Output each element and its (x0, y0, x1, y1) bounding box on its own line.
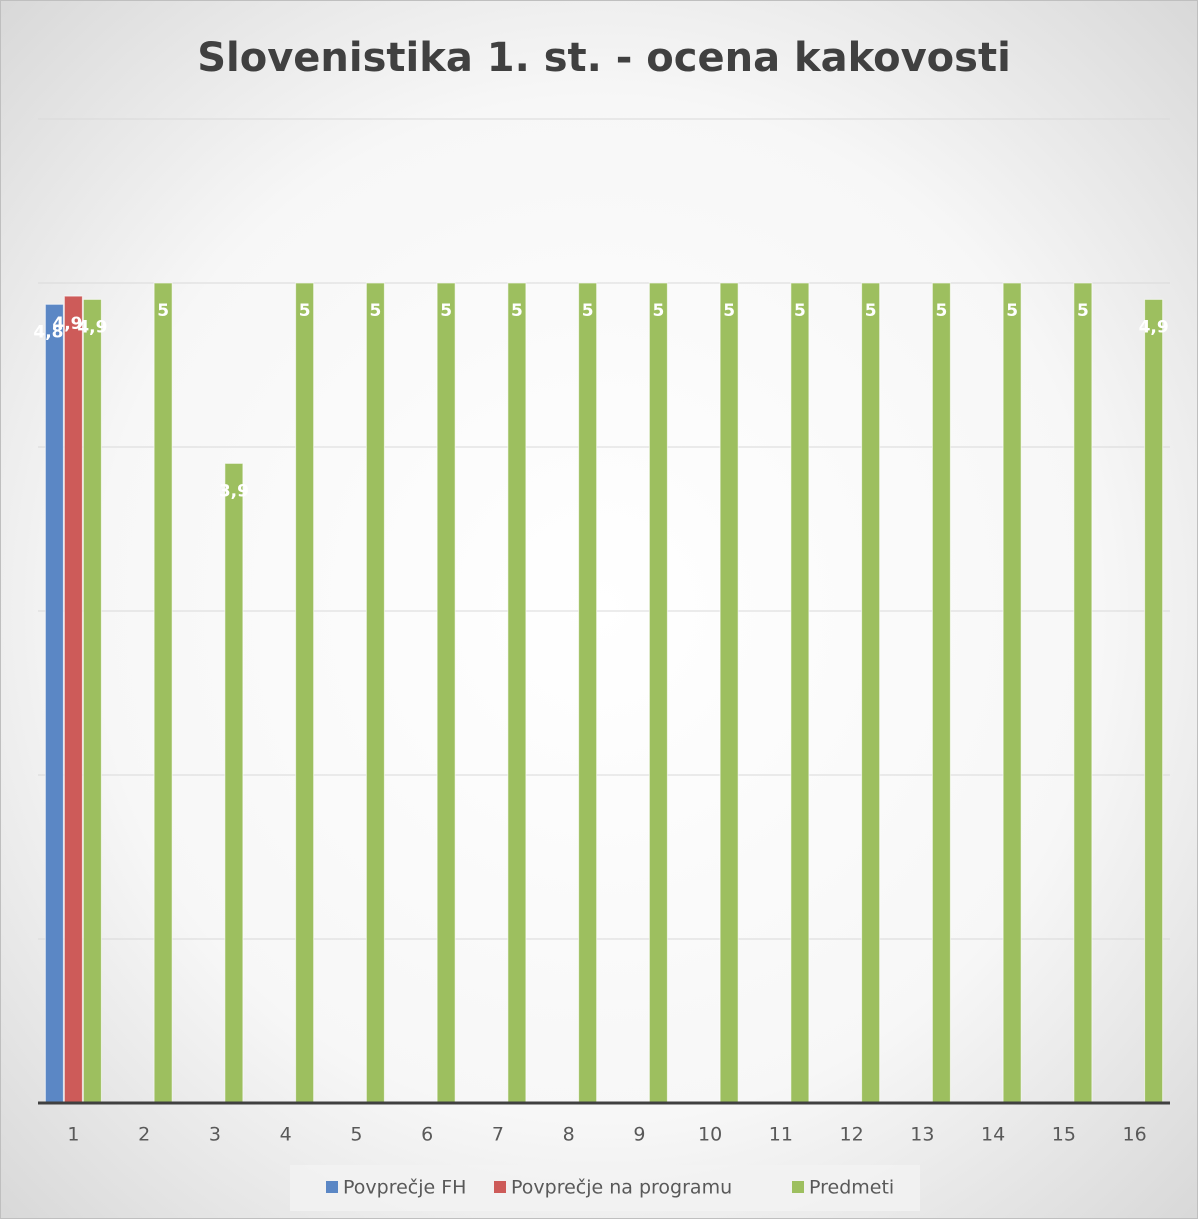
legend-swatch (326, 1181, 338, 1193)
data-label: 5 (935, 301, 947, 321)
x-tick-label: 7 (492, 1124, 504, 1146)
data-label: 3,9 (219, 481, 249, 501)
x-tick-label: 4 (280, 1124, 292, 1146)
data-label: 5 (511, 301, 523, 321)
x-tick-label: 15 (1052, 1124, 1076, 1146)
x-tick-label: 9 (633, 1124, 645, 1146)
bar (790, 282, 810, 1104)
bar (224, 462, 244, 1104)
bar (44, 303, 64, 1104)
x-tick-label: 11 (769, 1124, 793, 1146)
x-tick-label: 12 (840, 1124, 864, 1146)
x-tick-label: 8 (563, 1124, 575, 1146)
bar (578, 282, 598, 1104)
data-label: 5 (299, 301, 311, 321)
bar (82, 298, 102, 1104)
legend-swatch (494, 1181, 506, 1193)
bar (365, 282, 385, 1104)
bar (63, 295, 83, 1104)
data-label: 4,9 (77, 317, 107, 337)
bar (648, 282, 668, 1104)
bar (1002, 282, 1022, 1104)
x-tick-label: 2 (138, 1124, 150, 1146)
bar (436, 282, 456, 1104)
legend-swatch (792, 1181, 804, 1193)
bar (1144, 298, 1164, 1104)
legend-label: Predmeti (809, 1177, 894, 1199)
data-label: 4,9 (1139, 317, 1169, 337)
x-tick-label: 1 (67, 1124, 79, 1146)
data-label: 5 (440, 301, 452, 321)
bar (153, 282, 173, 1104)
data-label: 5 (1077, 301, 1089, 321)
data-label: 5 (652, 301, 664, 321)
data-label: 5 (369, 301, 381, 321)
x-tick-label: 6 (421, 1124, 433, 1146)
data-label: 5 (865, 301, 877, 321)
bar (931, 282, 951, 1104)
legend-label: Povprečje na programu (511, 1177, 732, 1199)
data-label: 5 (157, 301, 169, 321)
x-tick-label: 3 (209, 1124, 221, 1146)
bar (719, 282, 739, 1104)
x-tick-label: 13 (910, 1124, 934, 1146)
bar (295, 282, 315, 1104)
x-tick-label: 16 (1123, 1124, 1147, 1146)
data-label: 5 (582, 301, 594, 321)
data-label: 5 (1006, 301, 1018, 321)
data-label: 5 (723, 301, 735, 321)
chart-title: Slovenistika 1. st. - ocena kakovosti (197, 35, 1011, 81)
x-tick-label: 10 (698, 1124, 722, 1146)
legend-label: Povprečje FH (343, 1177, 466, 1199)
x-tick-label: 5 (350, 1124, 362, 1146)
x-tick-label: 14 (981, 1124, 1005, 1146)
legend-box (290, 1165, 920, 1211)
bar (1073, 282, 1093, 1104)
data-label: 5 (794, 301, 806, 321)
bar (507, 282, 527, 1104)
bar (861, 282, 881, 1104)
